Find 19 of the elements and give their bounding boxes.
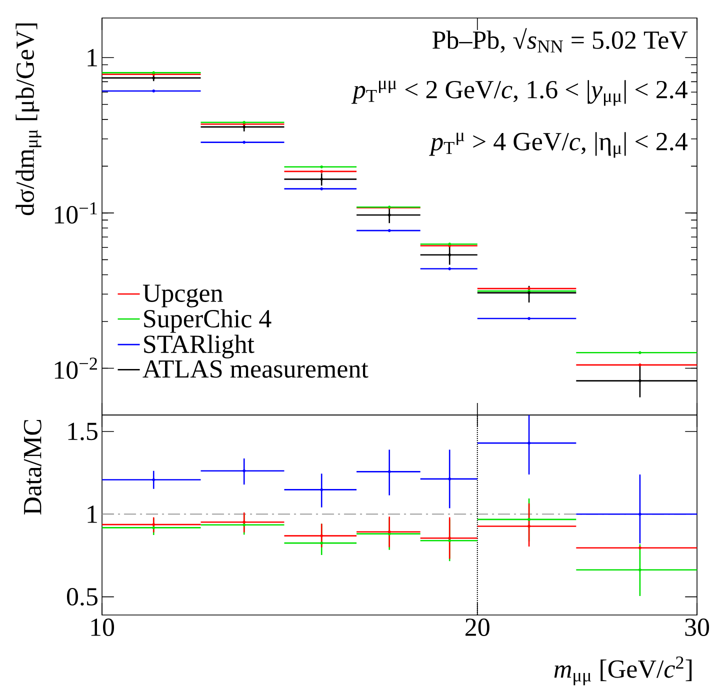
text: p$_{T}$$^{μμ}$ < 2 GeV/c, 1.6 < |y$_{μμ}$| < 2.4 — [351, 80, 688, 106]
x-tick-label: 30 — [685, 618, 710, 636]
x-tick-label: 20 — [466, 618, 490, 636]
x-tick-label: 10 — [91, 618, 114, 636]
y-tick-label: 1 — [88, 506, 97, 523]
annotation: Pb–Pb, √s$_{NN}$ = 5.02 TeV — [432, 28, 688, 53]
legend-label: ATLAS measurement — [142, 360, 368, 378]
y-tick-label: 1.5 — [68, 422, 98, 440]
legend-label: SuperChic 4 — [144, 309, 272, 333]
y-tick-label: 1 — [88, 49, 97, 66]
x-axis-title: m$_{μμ}$ [GeV/c$^{2}$] — [554, 656, 692, 686]
y-axis-title: dσ/dm$_{μμ}$ [μb/GeV] — [16, 23, 42, 216]
legend-label: Upcgen — [142, 284, 223, 308]
y-tick-label: 0.5 — [66, 588, 98, 606]
annotation: p$_{T}$$^{μ}$ > 4 GeV/c, |η$_{μ}$| < 2.4 — [429, 132, 688, 158]
y-axis-title: Data/MC — [24, 420, 42, 515]
y-tick-label: 10$^{−1}$ — [54, 202, 97, 224]
legend-label: STARlight — [144, 334, 254, 358]
y-tick-label: 10$^{−2}$ — [54, 358, 97, 379]
